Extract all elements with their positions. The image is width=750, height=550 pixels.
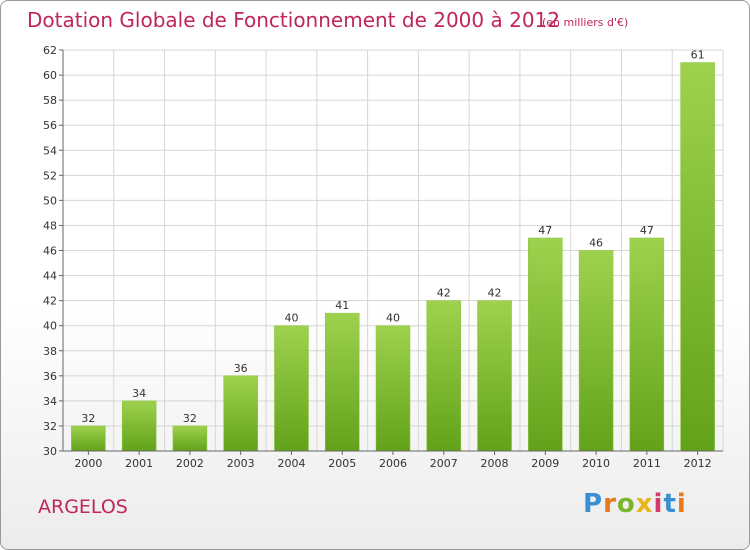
y-tick-label: 52 <box>43 169 57 182</box>
y-tick-label: 48 <box>43 219 57 232</box>
data-label: 34 <box>132 387 146 400</box>
bar-2000 <box>71 425 106 452</box>
bar-2007 <box>426 300 462 452</box>
bar-2002 <box>172 425 208 452</box>
data-label: 61 <box>691 49 705 62</box>
y-tick-label: 34 <box>43 395 57 408</box>
city-name: ARGELOS <box>38 496 128 518</box>
x-tick-label: 2005 <box>328 457 356 470</box>
y-tick-label: 38 <box>43 345 57 358</box>
y-tick-label: 40 <box>43 320 57 333</box>
x-tick-label: 2006 <box>379 457 407 470</box>
data-label: 47 <box>640 224 654 237</box>
bar-2008 <box>477 300 512 452</box>
bar-2001 <box>121 400 157 452</box>
data-label: 41 <box>335 299 349 312</box>
x-tick-label: 2010 <box>582 457 610 470</box>
x-tick-label: 2009 <box>531 457 559 470</box>
x-tick-label: 2008 <box>481 457 509 470</box>
y-tick-label: 56 <box>43 119 57 132</box>
bar-2010 <box>578 250 614 452</box>
x-tick-label: 2000 <box>74 457 102 470</box>
x-tick-label: 2003 <box>227 457 255 470</box>
bar-2003 <box>223 375 258 452</box>
data-label: 46 <box>589 237 603 250</box>
data-label: 40 <box>284 312 298 325</box>
bars <box>71 62 715 452</box>
data-label: 47 <box>538 224 552 237</box>
proxiti-logo: Proxiti <box>583 489 687 519</box>
y-tick-label: 42 <box>43 295 57 308</box>
y-tick-label: 46 <box>43 245 57 258</box>
bar-2005 <box>324 312 360 452</box>
axes: 30 32 34 36 38 40 42 44 46 48 50 52 54 56 58 60 62 2000 20… <box>43 44 723 470</box>
data-label: 40 <box>386 312 400 325</box>
chart-title: Dotation Globale de Fonctionnement de 20… <box>27 8 560 32</box>
data-label: 42 <box>437 287 451 300</box>
y-tick-label: 44 <box>43 270 57 283</box>
y-tick-label: 50 <box>43 194 57 207</box>
data-labels: 32 34 32 36 40 41 40 42 42 47 46 47 61 <box>81 49 704 425</box>
bar-2012 <box>680 62 715 452</box>
y-tick-label: 36 <box>43 370 57 383</box>
x-tick-label: 2011 <box>633 457 661 470</box>
data-label: 36 <box>234 362 248 375</box>
x-tick-label: 2012 <box>684 457 712 470</box>
data-label: 32 <box>183 412 197 425</box>
data-label: 42 <box>488 287 502 300</box>
y-tick-label: 62 <box>43 44 57 57</box>
y-tick-label: 30 <box>43 445 57 458</box>
y-tick-label: 32 <box>43 420 57 433</box>
bar-2004 <box>274 325 309 452</box>
y-tick-label: 58 <box>43 94 57 107</box>
x-tick-label: 2004 <box>277 457 305 470</box>
y-tick-label: 60 <box>43 69 57 82</box>
y-tick-label: 54 <box>43 144 57 157</box>
data-label: 32 <box>81 412 95 425</box>
bar-2009 <box>528 237 563 452</box>
x-tick-label: 2002 <box>176 457 204 470</box>
bar-2006 <box>375 325 411 452</box>
bar-2011 <box>629 237 665 452</box>
chart-subtitle: (en milliers d'€) <box>542 16 629 29</box>
x-tick-label: 2007 <box>430 457 458 470</box>
x-tick-label: 2001 <box>125 457 153 470</box>
